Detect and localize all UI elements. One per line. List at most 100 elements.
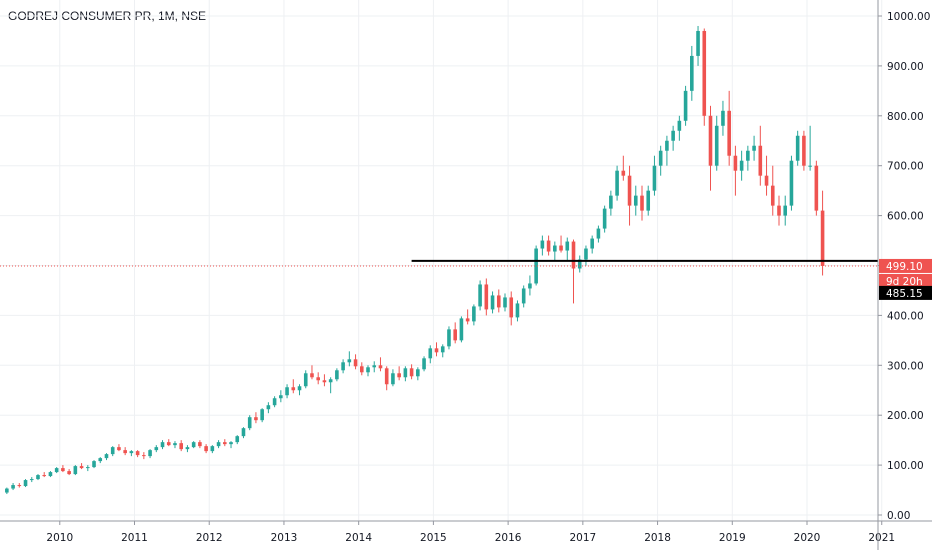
candle[interactable] [621, 155, 626, 181]
candle[interactable] [42, 472, 47, 478]
candle[interactable] [820, 190, 825, 276]
candle[interactable] [565, 237, 570, 261]
candle[interactable] [633, 185, 638, 216]
candle[interactable] [602, 205, 607, 233]
candle[interactable] [677, 115, 682, 141]
candle[interactable] [416, 367, 420, 381]
candle[interactable] [546, 235, 551, 256]
candle[interactable] [808, 125, 812, 171]
candle[interactable] [596, 225, 601, 243]
candle[interactable] [465, 309, 470, 325]
candle[interactable] [142, 452, 146, 460]
candle[interactable] [98, 457, 103, 464]
candle[interactable] [459, 316, 464, 343]
candle[interactable] [279, 390, 283, 403]
candle[interactable] [129, 450, 134, 457]
candle[interactable] [403, 366, 408, 382]
candles[interactable] [5, 25, 825, 495]
candle[interactable] [247, 415, 252, 431]
candle[interactable] [478, 280, 482, 311]
candle[interactable] [509, 291, 514, 326]
candle[interactable] [584, 245, 588, 266]
candle[interactable] [5, 487, 9, 495]
candle[interactable] [23, 479, 28, 488]
candle[interactable] [453, 322, 457, 344]
candle[interactable] [297, 384, 302, 396]
candle[interactable] [198, 440, 202, 449]
candle[interactable] [359, 362, 364, 376]
candle[interactable] [335, 368, 339, 382]
candle[interactable] [210, 445, 215, 454]
candle[interactable] [322, 374, 327, 387]
candle[interactable] [79, 463, 84, 470]
candle[interactable] [627, 165, 632, 226]
candle[interactable] [110, 446, 115, 457]
candle[interactable] [708, 105, 713, 191]
candle[interactable] [789, 155, 794, 211]
candle[interactable] [758, 125, 763, 186]
candle[interactable] [739, 150, 744, 181]
candle[interactable] [671, 125, 675, 151]
candle[interactable] [409, 364, 414, 380]
candle[interactable] [11, 483, 15, 491]
candle[interactable] [17, 483, 22, 488]
candle[interactable] [515, 300, 520, 322]
candle[interactable] [48, 471, 53, 478]
candle[interactable] [571, 239, 576, 304]
candle[interactable] [733, 145, 738, 196]
candle[interactable] [615, 165, 619, 201]
candle[interactable] [341, 359, 345, 374]
candle[interactable] [160, 440, 165, 450]
candle[interactable] [117, 444, 121, 452]
candle[interactable] [814, 160, 819, 216]
candle[interactable] [67, 469, 71, 476]
candle[interactable] [241, 427, 246, 439]
candle[interactable] [104, 453, 109, 461]
candle[interactable] [179, 440, 184, 452]
candle[interactable] [73, 465, 78, 476]
candle[interactable] [609, 190, 613, 216]
candle[interactable] [702, 28, 707, 126]
candle[interactable] [534, 245, 538, 286]
candle[interactable] [92, 460, 96, 469]
candle[interactable] [391, 369, 395, 387]
candle[interactable] [254, 412, 258, 424]
candle[interactable] [384, 366, 389, 391]
candle[interactable] [665, 135, 669, 166]
candle[interactable] [752, 135, 756, 161]
candle[interactable] [166, 439, 171, 447]
candle[interactable] [777, 195, 781, 226]
candle[interactable] [447, 326, 451, 350]
candle[interactable] [540, 235, 545, 256]
candle[interactable] [316, 372, 320, 385]
candle[interactable] [285, 384, 289, 399]
candle[interactable] [746, 145, 750, 171]
candle[interactable] [683, 85, 688, 126]
candle[interactable] [422, 356, 426, 372]
candle[interactable] [185, 445, 190, 453]
candle[interactable] [191, 441, 196, 449]
candle[interactable] [372, 361, 377, 373]
candle[interactable] [764, 155, 769, 196]
candle[interactable] [795, 130, 800, 166]
candle[interactable] [303, 370, 308, 389]
candle[interactable] [521, 285, 526, 308]
candle[interactable] [553, 241, 557, 262]
candle[interactable] [29, 477, 34, 483]
candle[interactable] [61, 465, 65, 473]
candle[interactable] [123, 447, 127, 456]
candle[interactable] [577, 255, 582, 273]
candle[interactable] [154, 445, 159, 453]
candle[interactable] [291, 379, 296, 394]
candle[interactable] [802, 130, 806, 171]
candle[interactable] [148, 449, 152, 459]
candle[interactable] [266, 402, 271, 414]
candle[interactable] [272, 396, 277, 408]
candle[interactable] [86, 465, 90, 472]
candle[interactable] [260, 408, 264, 423]
candle[interactable] [727, 90, 731, 166]
candle[interactable] [54, 467, 59, 474]
candle[interactable] [204, 444, 208, 454]
candle[interactable] [328, 377, 333, 394]
candle[interactable] [310, 365, 314, 380]
